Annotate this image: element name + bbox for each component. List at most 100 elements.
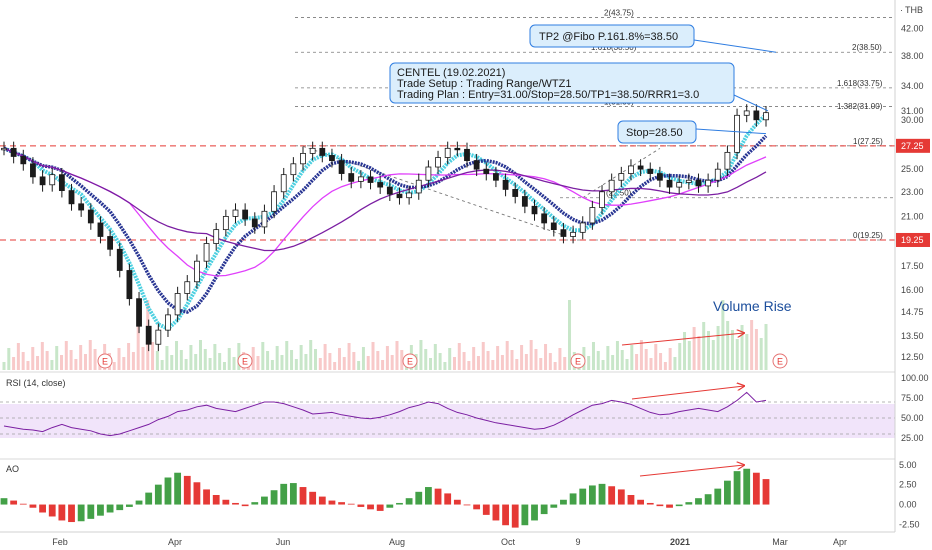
price-tick-label: 42.00	[901, 24, 924, 34]
volume-bar	[275, 346, 279, 370]
ao-bar	[752, 472, 760, 505]
volume-bar	[218, 353, 222, 370]
price-tick-label: 21.00	[901, 211, 924, 221]
stop-pointer	[695, 128, 767, 135]
trade-setup-pointer	[733, 94, 769, 112]
tp2-callout	[529, 24, 695, 48]
volume-bar	[323, 344, 327, 370]
moving-averages	[3, 113, 768, 332]
volume-bar	[625, 359, 629, 370]
candle-body	[714, 168, 721, 181]
volume-bar	[294, 359, 298, 370]
volume-bar	[184, 359, 188, 370]
ao-bar	[453, 499, 461, 505]
time-axis[interactable]: Feb Apr Jun Aug Oct 9 2021 Mar Apr	[52, 537, 847, 547]
volume-bar	[170, 355, 174, 370]
volume-bar	[314, 349, 318, 370]
rsi-tick-label: 75.00	[901, 393, 924, 403]
volume-bar	[361, 347, 365, 370]
volume-bar	[548, 353, 552, 370]
volume-bar	[764, 324, 768, 370]
volume-bar	[668, 348, 672, 370]
volume-bar	[754, 329, 758, 370]
ao-bar	[125, 504, 133, 507]
ao-bar	[77, 504, 85, 522]
volume-bar	[261, 342, 265, 370]
candle-body	[425, 166, 432, 181]
price-tick-label: 23.00	[901, 187, 924, 197]
candle-body	[541, 213, 548, 224]
earnings-marker-icon	[570, 353, 586, 369]
volume-bar	[472, 347, 476, 370]
ao-bar	[386, 504, 394, 508]
volume-bar	[112, 362, 116, 370]
candle-body	[377, 182, 384, 188]
rsi-trend-arrow	[631, 386, 744, 400]
volume-bar	[706, 331, 710, 370]
candle-body	[589, 207, 596, 224]
ao-bar	[579, 488, 587, 505]
volume-bar	[304, 354, 308, 370]
ao-trend-arrow	[639, 465, 744, 477]
currency-label: THB	[905, 5, 923, 15]
candle-body	[319, 147, 326, 156]
volume-bar	[285, 341, 289, 370]
volume-bar	[136, 300, 140, 370]
volume-trend-arrow	[621, 333, 744, 346]
candle-body	[329, 155, 335, 162]
volume-bar	[649, 358, 653, 370]
ao-bar	[183, 475, 191, 505]
stop-text: Stop=28.50	[626, 127, 683, 139]
volume-bar	[644, 349, 648, 370]
volume-bar	[256, 356, 260, 370]
ao-bar	[646, 502, 654, 505]
ao-bar	[463, 504, 471, 506]
ao-bar	[347, 503, 355, 505]
candle-body	[444, 147, 451, 158]
ao-bar	[502, 504, 509, 526]
candle-body	[97, 222, 104, 237]
candle-body	[512, 189, 519, 197]
volume-bar	[213, 344, 217, 370]
volume-bar	[515, 359, 519, 370]
ao-axis[interactable]: 5.00 2.50 0.00 -2.50	[899, 460, 920, 530]
volume-bar	[232, 357, 236, 370]
ao-bar	[714, 488, 722, 505]
rsi-pane[interactable]: RSI (14, close)	[0, 378, 895, 438]
volume-bar	[452, 357, 456, 370]
volume-bar	[371, 342, 375, 370]
volume-bar	[568, 300, 572, 370]
candle-body	[386, 186, 393, 195]
candle-body	[232, 209, 239, 217]
volume-bar	[50, 360, 54, 370]
ao-pane[interactable]: AO	[0, 464, 770, 528]
volume-bar	[438, 353, 442, 370]
volume-bar	[12, 357, 16, 370]
candle-body	[1, 147, 7, 151]
candle-body	[10, 147, 17, 157]
volume-bar	[692, 327, 696, 370]
rsi-line	[0, 386, 895, 437]
ao-bar	[318, 496, 326, 505]
volume-bar	[520, 345, 524, 370]
ao-bar	[656, 504, 664, 507]
ao-bar	[627, 495, 635, 505]
candle-body	[415, 179, 422, 194]
candle-body	[734, 114, 740, 153]
ao-histogram	[0, 465, 770, 528]
candle-body	[560, 229, 567, 237]
volume-bar	[40, 342, 44, 370]
candle-body	[338, 160, 345, 174]
candle-body	[550, 222, 557, 231]
price-pane[interactable]: 2(43.75) 2(38.50) 1.618(38.50) 1.618(33.75)…	[0, 0, 895, 372]
ao-bar	[415, 491, 423, 505]
ao-bar	[540, 504, 548, 515]
ao-bar	[695, 498, 702, 505]
earnings-marker-label: E	[102, 357, 108, 367]
rsi-axis[interactable]: 100.00 75.00 50.00 25.00	[901, 373, 929, 443]
candle-body	[203, 243, 210, 262]
ao-bar	[241, 504, 249, 507]
volume-bar	[395, 341, 399, 370]
